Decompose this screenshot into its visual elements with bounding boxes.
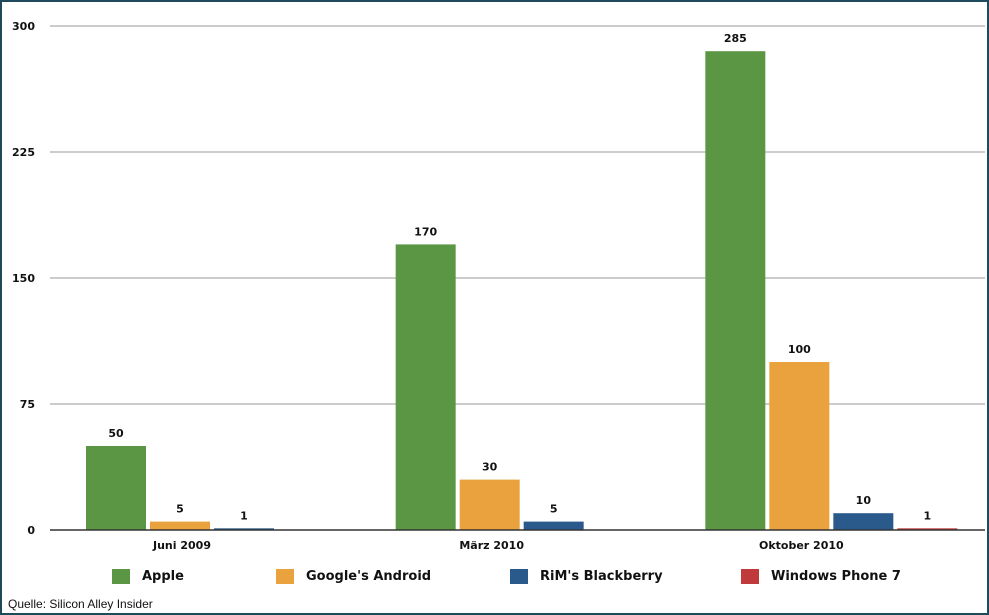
- data-label: 5: [176, 503, 184, 516]
- bar: [523, 521, 584, 530]
- legend-item: Apple: [112, 567, 184, 585]
- legend-swatch: [510, 568, 528, 584]
- bar: [214, 528, 274, 530]
- y-tick-label: 75: [20, 398, 35, 411]
- data-label: 5: [550, 503, 558, 516]
- y-tick-label: 225: [12, 146, 35, 159]
- bar: [86, 446, 146, 530]
- data-label: 100: [788, 343, 811, 356]
- data-label: 30: [482, 461, 498, 474]
- bar: [769, 362, 830, 530]
- y-tick-label: 150: [12, 272, 35, 285]
- data-label: 50: [108, 427, 124, 440]
- data-label: 10: [856, 494, 872, 507]
- legend-item: Windows Phone 7: [741, 567, 901, 585]
- legend-swatch: [112, 568, 130, 584]
- legend-swatch: [276, 568, 294, 584]
- y-tick-label: 300: [12, 20, 35, 33]
- x-category-label: Juni 2009: [152, 539, 211, 552]
- data-label: 170: [414, 225, 437, 238]
- data-label: 285: [724, 32, 747, 45]
- data-label: 1: [924, 509, 932, 522]
- legend-label: Google's Android: [306, 568, 432, 584]
- legend-label: Apple: [142, 568, 184, 584]
- legend-item: RiM's Blackberry: [510, 567, 663, 585]
- bar: [150, 521, 210, 530]
- legend-swatch: [741, 568, 759, 584]
- x-category-label: März 2010: [459, 539, 524, 552]
- legend-label: Windows Phone 7: [771, 568, 901, 584]
- bar: [459, 479, 520, 530]
- x-category-label: Oktober 2010: [759, 539, 844, 552]
- bar: [833, 513, 894, 530]
- bar: [395, 244, 456, 530]
- bar: [897, 528, 958, 530]
- data-label: 1: [240, 509, 248, 522]
- legend-item: Google's Android: [276, 567, 431, 585]
- legend-label: RiM's Blackberry: [540, 568, 663, 584]
- source-note: Quelle: Silicon Alley Insider: [8, 597, 153, 611]
- y-tick-label: 0: [27, 524, 35, 537]
- bar: [705, 51, 766, 530]
